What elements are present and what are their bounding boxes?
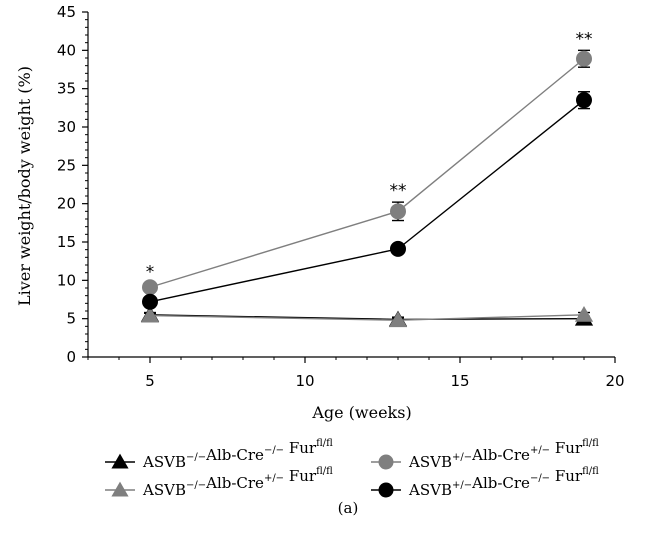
data-point [142,293,158,310]
legend-superscript: +/− [530,445,550,456]
legend-label: ASVB+/−Alb-Cre+/− Furfl/fl [408,438,599,471]
legend-marker [111,453,129,469]
figure-caption: (a) [338,499,359,517]
x-tick-label: 5 [145,372,155,390]
significance-annotation: * [146,262,155,282]
legend-superscript: fl/fl [316,466,333,477]
legend-text-part: ASVB [408,453,452,471]
legend-label: ASVB−/−Alb-Cre+/− Furfl/fl [142,466,333,499]
data-point [576,92,592,109]
series-1 [140,305,594,328]
legend-text-part: Fur [289,439,317,457]
legend-text-part: Fur [555,467,583,485]
legend-text-part: Alb-Cre [205,446,264,464]
legend-text-part: Alb-Cre [471,474,530,492]
data-point [140,306,160,323]
legend-text-part: ASVB [142,453,186,471]
y-tick-label: 40 [57,41,76,59]
y-axis-title: Liver weight/body weight (%) [15,66,34,306]
legend-text-part: Alb-Cre [471,446,530,464]
series-3 [142,91,592,310]
legend-text-part: Fur [289,467,317,485]
data-point [574,305,594,322]
legend-superscript: −/− [530,473,550,484]
legend-superscript: fl/fl [582,466,599,477]
data-point [390,203,406,220]
legend-superscript: +/− [264,473,284,484]
legend-marker [378,482,394,498]
legend-superscript: −/− [186,452,206,463]
legend: ASVB−/−Alb-Cre−/− Furfl/flASVB−/−Alb-Cre… [105,438,599,499]
significance-annotation: ** [390,181,407,201]
legend-item-2: ASVB+/−Alb-Cre+/− Furfl/fl [371,438,599,471]
data-point [388,311,408,328]
y-tick-label: 10 [57,271,76,289]
legend-label: ASVB+/−Alb-Cre−/− Furfl/fl [408,466,599,499]
legend-superscript: fl/fl [316,438,333,449]
axes: 0 5 10 15 20 25 30 35 40 45 5 10 15 20 [57,3,625,390]
legend-marker [378,454,394,470]
legend-text-part: ASVB [408,481,452,499]
legend-superscript: +/− [452,452,472,463]
annotations: ***** [146,29,593,282]
legend-superscript: −/− [264,445,284,456]
legend-text-part: Alb-Cre [205,474,264,492]
y-tick-label: 30 [57,118,76,136]
significance-annotation: ** [576,29,593,49]
y-tick-label: 20 [57,195,76,213]
x-tick-label: 10 [295,372,314,390]
series-2 [142,49,592,296]
x-axis-title: Age (weeks) [311,403,411,422]
legend-item-3: ASVB+/−Alb-Cre−/− Furfl/fl [371,466,599,499]
y-tick-label: 25 [57,156,76,174]
legend-item-1: ASVB−/−Alb-Cre+/− Furfl/fl [105,466,333,499]
legend-text-part: Fur [555,439,583,457]
y-tick-label: 5 [66,310,76,328]
data-point [576,50,592,67]
series-layer [140,49,594,328]
series-line [149,58,585,288]
series-line [149,99,585,303]
legend-item-0: ASVB−/−Alb-Cre−/− Furfl/fl [105,438,333,471]
legend-superscript: −/− [186,480,206,491]
legend-superscript: fl/fl [582,438,599,449]
y-tick-label: 35 [57,80,76,98]
legend-superscript: +/− [452,480,472,491]
x-tick-label: 20 [605,372,624,390]
legend-marker [111,481,129,497]
y-tick-label: 0 [66,348,76,366]
y-tick-label: 15 [57,233,76,251]
x-tick-label: 15 [450,372,469,390]
data-point [390,240,406,257]
legend-text-part: ASVB [142,481,186,499]
legend-label: ASVB−/−Alb-Cre−/− Furfl/fl [142,438,333,471]
y-tick-label: 45 [57,3,76,21]
